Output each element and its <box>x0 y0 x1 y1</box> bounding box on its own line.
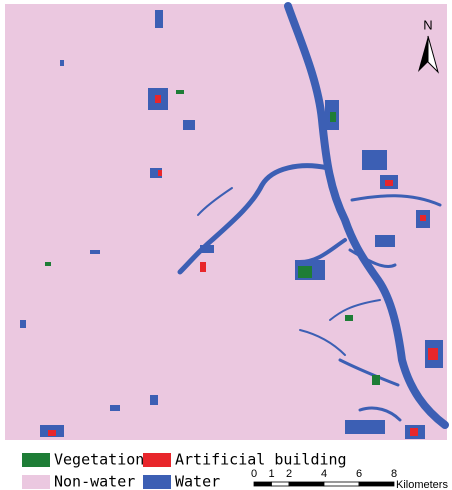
legend-swatch <box>22 453 50 467</box>
legend-swatch <box>143 475 171 489</box>
north-label: N <box>423 17 432 32</box>
legend-swatch <box>143 453 171 467</box>
scale-segment <box>272 482 290 486</box>
legend-label: Water <box>175 473 220 490</box>
scale-tick-label: 0 <box>251 468 257 480</box>
map-background <box>5 4 447 440</box>
legend-label: Vegetation <box>54 451 144 469</box>
map: N <box>5 4 447 440</box>
scale-tick-label: 6 <box>356 468 362 480</box>
legend-label: Artificial building <box>175 451 347 469</box>
scale-tick-label: 2 <box>286 468 292 480</box>
scale-tick-label: 1 <box>268 468 274 480</box>
scale-unit: Kilometers <box>396 479 448 490</box>
scale-segment <box>254 482 272 486</box>
scale-segment <box>289 482 324 486</box>
legend-label: Non-water <box>54 473 135 490</box>
scale-tick-label: 4 <box>321 468 327 480</box>
figure: N Vegetation Artificial building Non-water… <box>0 0 452 490</box>
scale-segment <box>324 482 359 486</box>
scale-segment <box>359 482 394 486</box>
legend-swatch <box>22 475 50 489</box>
